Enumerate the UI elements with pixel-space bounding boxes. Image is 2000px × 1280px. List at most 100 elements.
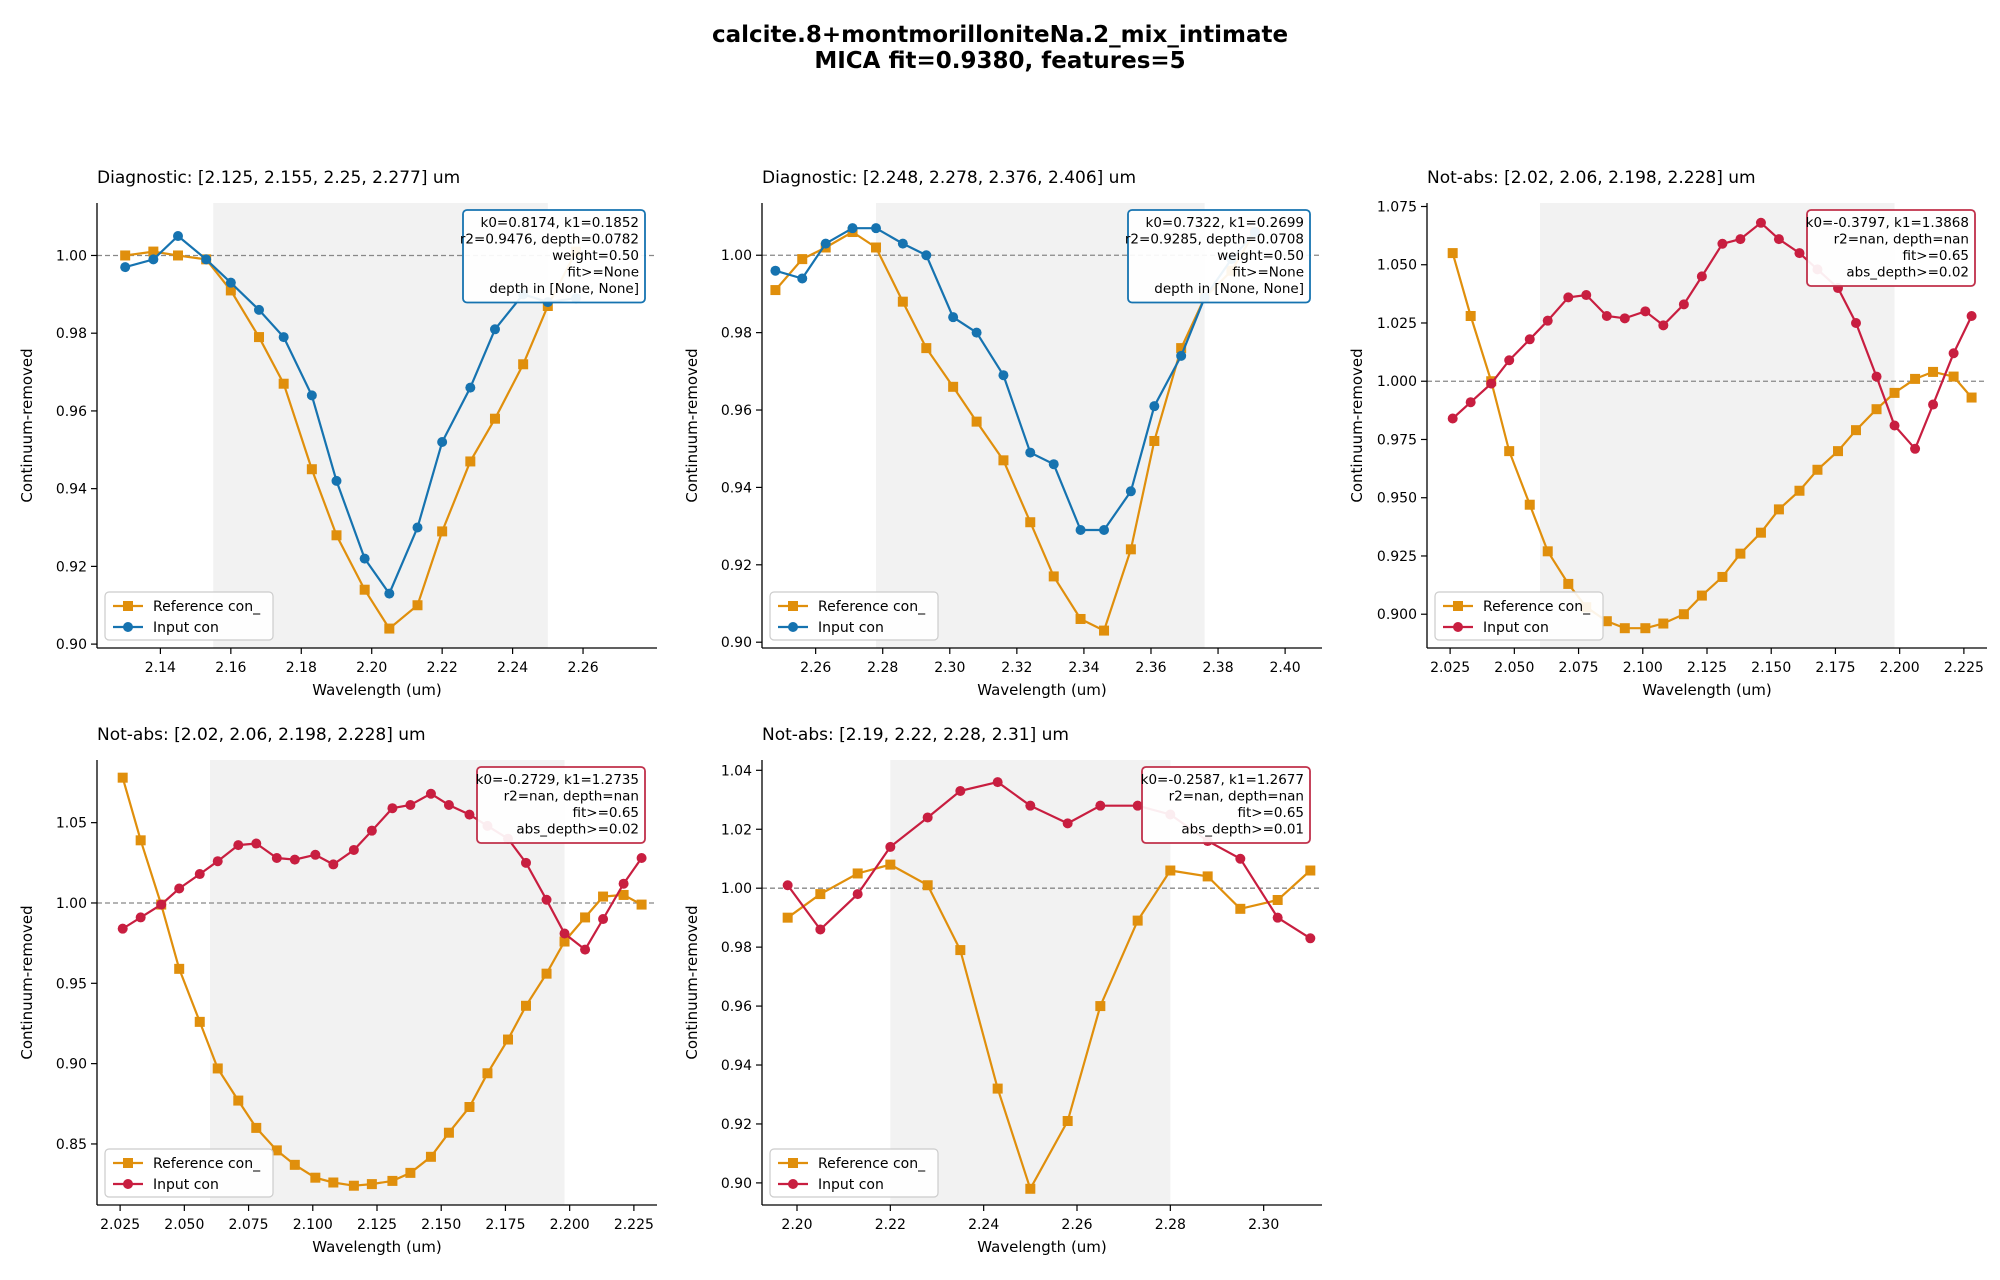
data-point xyxy=(971,327,982,338)
annotation-box xyxy=(476,766,646,844)
annotation-box xyxy=(1127,209,1311,304)
subplot-title: Diagnostic: [2.125, 2.155, 2.25, 2.277] … xyxy=(97,168,460,188)
x-axis-label: Wavelength (um) xyxy=(977,1238,1107,1256)
data-point xyxy=(1176,350,1187,361)
data-point xyxy=(233,840,244,851)
data-point xyxy=(251,1122,262,1133)
x-tick-label: 2.22 xyxy=(875,1217,906,1233)
data-point xyxy=(1062,818,1073,829)
data-point xyxy=(174,883,185,894)
data-point xyxy=(465,456,476,467)
data-point xyxy=(955,785,966,796)
annotation-line: fit>=0.65 xyxy=(1903,248,1969,264)
data-point xyxy=(1272,912,1283,923)
data-point xyxy=(1149,401,1160,412)
x-tick-label: 2.20 xyxy=(356,660,387,676)
data-point xyxy=(437,437,448,448)
data-point xyxy=(1542,546,1553,557)
annotation-line: k0=-0.3797, k1=1.3868 xyxy=(1806,215,1969,231)
data-point xyxy=(1305,865,1316,876)
subplot-4: 2.025 2.050 2.075 2.100 2.125 2.150 2.175 2.200… xyxy=(18,725,657,1256)
y-tick-label: 0.92 xyxy=(721,558,752,574)
data-point xyxy=(1601,310,1612,321)
data-point xyxy=(359,553,370,564)
series-input xyxy=(117,788,647,955)
annotation-line: abs_depth>=0.01 xyxy=(1181,822,1304,838)
data-point xyxy=(820,238,831,249)
data-point xyxy=(331,530,342,541)
plot-area xyxy=(770,223,1260,636)
legend xyxy=(104,1148,274,1198)
legend-label: Input con xyxy=(1483,620,1549,636)
y-tick-label: 1.05 xyxy=(56,816,87,832)
annotation-line: r2=0.9285, depth=0.0708 xyxy=(1125,232,1304,248)
annotation-line: abs_depth>=0.02 xyxy=(1846,265,1969,281)
data-point xyxy=(148,246,159,257)
plot-area xyxy=(1447,217,1977,634)
data-point xyxy=(405,1167,416,1178)
data-point xyxy=(465,382,476,393)
data-point xyxy=(580,944,591,955)
data-point xyxy=(1542,315,1553,326)
x-tick-label: 2.150 xyxy=(1751,660,1791,676)
data-point xyxy=(278,378,289,389)
data-point xyxy=(278,332,289,343)
data-point xyxy=(1735,234,1746,245)
data-point xyxy=(1062,1116,1073,1127)
subplot-title: Not-abs: [2.02, 2.06, 2.198, 2.228] um xyxy=(1427,168,1756,188)
y-tick-label: 0.90 xyxy=(721,635,752,651)
y-tick-label: 0.92 xyxy=(721,1117,752,1133)
annotation-line: k0=-0.2729, k1=1.2735 xyxy=(476,772,639,788)
data-point xyxy=(992,1083,1003,1094)
x-tick-label: 2.40 xyxy=(1270,660,1301,676)
y-tick-label: 0.900 xyxy=(1377,607,1417,623)
data-point xyxy=(1504,446,1515,457)
y-tick-label: 0.95 xyxy=(56,976,87,992)
annotation-line: weight=0.50 xyxy=(552,248,639,264)
data-point xyxy=(1095,800,1106,811)
data-point xyxy=(1619,313,1630,324)
y-tick-label: 0.85 xyxy=(56,1137,87,1153)
y-axis-label: Continuum-removed xyxy=(683,905,701,1059)
data-point xyxy=(254,304,265,315)
legend xyxy=(769,591,939,641)
data-point xyxy=(770,265,781,276)
subplot-1: 2.14 2.16 2.18 2.20 2.22 2.24 2.26 0.90 0.92 0.94… xyxy=(18,168,657,699)
x-tick-label: 2.20 xyxy=(781,1217,812,1233)
data-point xyxy=(955,945,966,956)
data-point xyxy=(310,849,321,860)
data-point xyxy=(464,1102,475,1113)
y-tick-label: 0.90 xyxy=(56,637,87,653)
data-point xyxy=(1717,238,1728,249)
x-tick-label: 2.025 xyxy=(100,1217,140,1233)
y-tick-label: 0.96 xyxy=(56,404,87,420)
x-tick-label: 2.30 xyxy=(1248,1217,1279,1233)
annotation-line: k0=-0.2587, k1=1.2677 xyxy=(1141,772,1304,788)
annotation-line: fit>=None xyxy=(567,265,639,281)
x-axis-label: Wavelength (um) xyxy=(312,681,442,699)
data-point xyxy=(636,852,647,863)
data-point xyxy=(289,1159,300,1170)
x-tick-label: 2.225 xyxy=(614,1217,654,1233)
data-point xyxy=(117,772,128,783)
y-tick-label: 0.96 xyxy=(721,999,752,1015)
legend-label: Input con xyxy=(153,620,219,636)
x-tick-label: 2.34 xyxy=(1068,660,1099,676)
data-point xyxy=(271,852,282,863)
legend-label: Reference con_ xyxy=(1483,599,1591,615)
data-point xyxy=(922,812,933,823)
data-point xyxy=(1025,517,1036,528)
y-tick-label: 1.000 xyxy=(1377,374,1417,390)
data-point xyxy=(1966,392,1977,403)
y-tick-label: 1.00 xyxy=(721,248,752,264)
data-point xyxy=(559,928,570,939)
data-point xyxy=(1048,459,1059,470)
data-point xyxy=(254,332,265,343)
annotation-line: fit>=None xyxy=(1232,265,1304,281)
y-tick-label: 1.00 xyxy=(56,896,87,912)
subplot-2: 2.26 2.28 2.30 2.32 2.34 2.36 2.38 2.40 0.90 0.92… xyxy=(683,168,1322,699)
data-point xyxy=(541,968,552,979)
data-point xyxy=(1095,1001,1106,1012)
legend-marker xyxy=(788,601,798,611)
x-tick-label: 2.16 xyxy=(215,660,246,676)
